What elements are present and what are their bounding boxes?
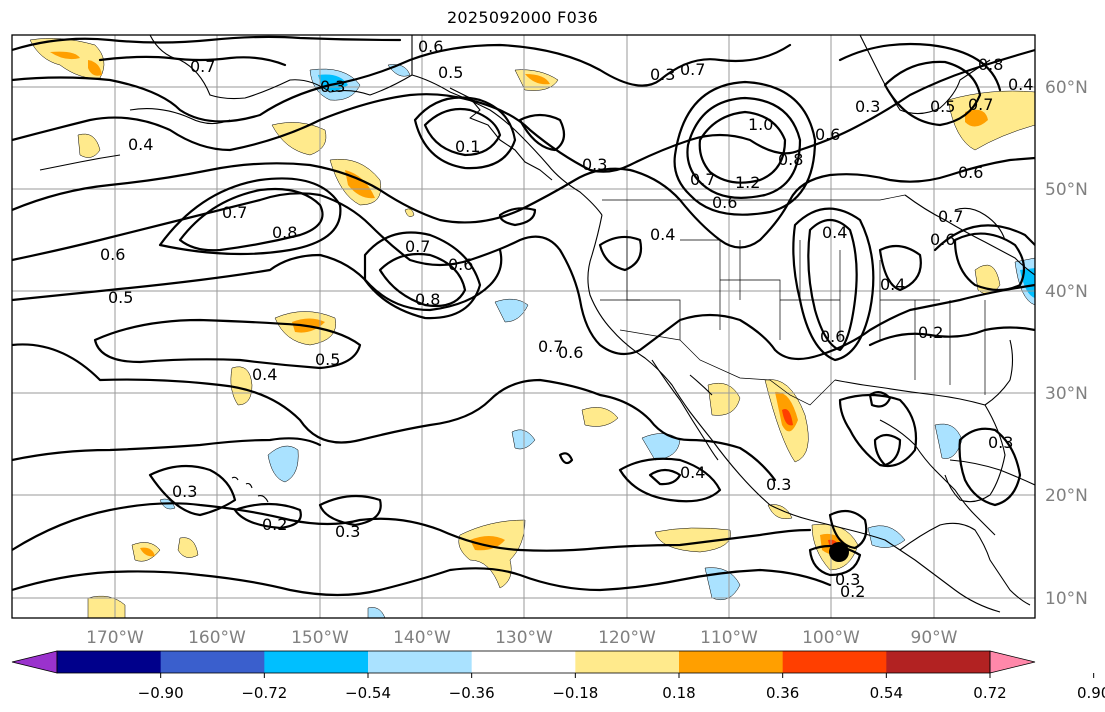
colorbar-tick-label: 0.90 [1077, 684, 1105, 702]
contour-label: 0.6 [558, 343, 583, 362]
lon-label: 130°W [495, 628, 553, 648]
colorbar-tick-label: −0.18 [552, 684, 598, 702]
contour-label: 0.6 [418, 37, 443, 56]
colorbar-cell [368, 651, 473, 673]
colorbar-cell [679, 651, 784, 673]
coastlines [39, 35, 1035, 613]
contour-label: 0.4 [880, 275, 905, 294]
lon-label: 120°W [598, 628, 656, 648]
colorbar-tick-label: −0.36 [449, 684, 495, 702]
colorbar-cell [575, 651, 680, 673]
contour-label: 0.8 [415, 290, 440, 309]
map-frame [11, 34, 1036, 619]
contour-label: 0.3 [320, 77, 345, 96]
longitude-labels: 170°W 160°W 150°W 140°W 130°W 120°W 110°… [86, 628, 958, 648]
colorbar-tick-label: 0.72 [973, 684, 1006, 702]
contour-label: 0.7 [222, 203, 247, 222]
contour-label: 0.8 [778, 150, 803, 169]
contour-label: 0.3 [172, 482, 197, 501]
contour-label: 0.8 [978, 55, 1003, 74]
colorbar-tick-label: −0.72 [241, 684, 287, 702]
latitude-labels: 60°N 50°N 40°N 30°N 20°N 10°N [1045, 78, 1088, 609]
colorbar-tick-label: 0.18 [662, 684, 695, 702]
colorbar-extend-high [989, 650, 1036, 674]
contour-label: 0.6 [100, 245, 125, 264]
lon-label: 150°W [291, 628, 349, 648]
colorbar-cell [782, 651, 887, 673]
contour-label: 0.4 [822, 223, 847, 242]
contour-label: 0.6 [448, 255, 473, 274]
contour-label: 1.0 [748, 115, 773, 134]
contour-label: 0.3 [650, 65, 675, 84]
contour-label: 0.7 [538, 337, 563, 356]
contour-label: 0.7 [968, 95, 993, 114]
contour-label: 0.4 [252, 365, 277, 384]
contour-label: 0.6 [712, 193, 737, 212]
contour-label: 0.3 [855, 97, 880, 116]
contour-label: 0.4 [680, 463, 705, 482]
contour-label: 0.3 [988, 433, 1013, 452]
contour-label: 0.3 [766, 475, 791, 494]
political-borders [600, 194, 986, 406]
contour-label: 0.7 [190, 57, 215, 76]
lon-label: 140°W [393, 628, 451, 648]
contour-label: 0.7 [690, 170, 715, 189]
contour-lines [12, 35, 1035, 597]
colorbar-cell [160, 651, 265, 673]
contour-label: 0.1 [455, 137, 480, 156]
colorbar-tick-label: −0.90 [138, 684, 184, 702]
contour-label: 0.8 [272, 223, 297, 242]
lat-label: 10°N [1045, 589, 1088, 609]
graticule [12, 35, 1035, 618]
contour-label: 0.6 [930, 230, 955, 249]
contour-label: 0.6 [958, 163, 983, 182]
lon-label: 110°W [700, 628, 758, 648]
lon-label: 170°W [86, 628, 144, 648]
contour-label: 0.5 [315, 350, 340, 369]
contour-label: 1.2 [735, 173, 760, 192]
lat-label: 30°N [1045, 384, 1088, 404]
lat-label: 40°N [1045, 282, 1088, 302]
contour-label: 0.2 [262, 515, 287, 534]
contour-label: 0.2 [918, 323, 943, 342]
lat-label: 60°N [1045, 78, 1088, 98]
lon-label: 100°W [802, 628, 860, 648]
lon-label: 90°W [911, 628, 958, 648]
contour-label: 0.5 [108, 288, 133, 307]
contour-label: 0.7 [938, 207, 963, 226]
contour-label: 0.3 [835, 570, 860, 589]
colorbar-cell [886, 651, 991, 673]
contour-label: 0.5 [438, 63, 463, 82]
contour-labels: 0.7 0.6 0.5 0.3 0.7 0.3 0.7 0.3 0.8 0.4 … [100, 37, 1033, 601]
contour-label: 0.6 [815, 125, 840, 144]
lat-label: 20°N [1045, 486, 1088, 506]
contour-label: 0.4 [1008, 75, 1033, 94]
contour-label: 0.2 [840, 582, 865, 601]
colorbar-cell [57, 651, 162, 673]
storm-marker-icon [829, 542, 849, 562]
contour-label: 0.3 [335, 522, 360, 541]
contour-label: 0.7 [405, 237, 430, 256]
contour-label: 0.6 [820, 327, 845, 346]
lon-label: 160°W [188, 628, 246, 648]
contour-label: 0.7 [680, 60, 705, 79]
contour-label: 0.5 [930, 97, 955, 116]
contour-label: 0.3 [582, 155, 607, 174]
colorbar-cell [471, 651, 576, 673]
colorbar-cell [264, 651, 369, 673]
colorbar: −0.90 −0.72 −0.54 −0.36 −0.18 0.18 0.36 0.54 0.7… [11, 650, 1105, 702]
colorbar-tick-label: 0.54 [870, 684, 903, 702]
map-title: 2025092000 F036 [446, 8, 599, 27]
colorbar-extend-low [11, 650, 58, 674]
lat-label: 50°N [1045, 180, 1088, 200]
colorbar-tick-label: −0.54 [345, 684, 391, 702]
contour-label: 0.4 [128, 135, 153, 154]
contour-label: 0.4 [650, 225, 675, 244]
colorbar-tick-label: 0.36 [766, 684, 799, 702]
